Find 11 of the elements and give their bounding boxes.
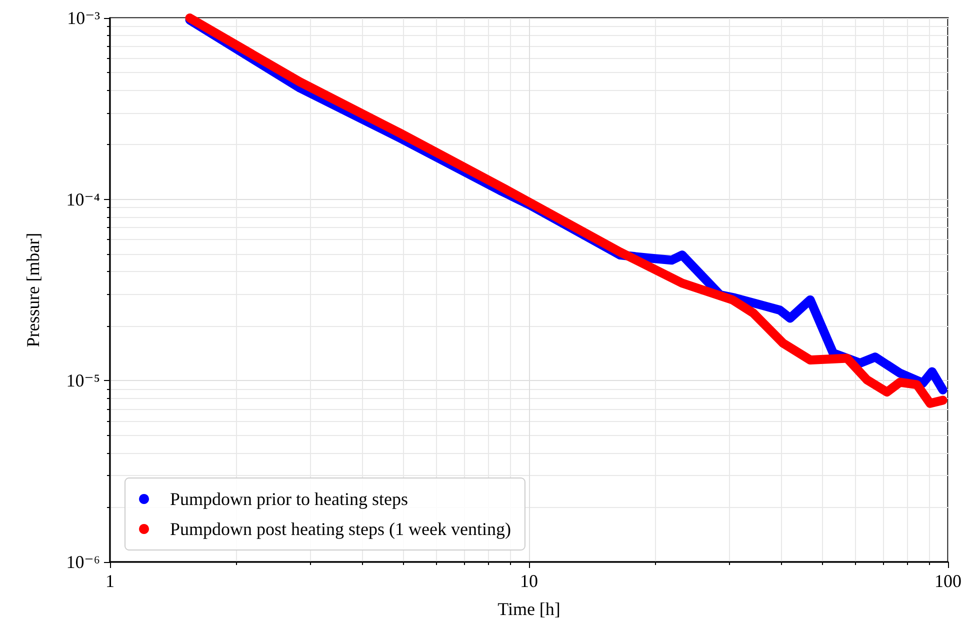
y-tick-label: 10⁻⁴ <box>66 189 100 210</box>
y-axis-title: Pressure [mbar] <box>23 232 43 348</box>
legend-label: Pumpdown prior to heating steps <box>170 489 408 509</box>
y-tick-label: 10⁻⁶ <box>66 552 100 572</box>
x-tick-label: 10 <box>520 571 538 591</box>
legend-label: Pumpdown post heating steps (1 week venting) <box>170 519 511 539</box>
x-axis-title: Time [h] <box>498 599 560 619</box>
x-tick-label: 1 <box>106 571 114 591</box>
y-tick-label: 10⁻⁵ <box>66 370 100 391</box>
x-tick-label: 100 <box>934 571 962 591</box>
y-tick-label: 10⁻³ <box>67 8 101 28</box>
